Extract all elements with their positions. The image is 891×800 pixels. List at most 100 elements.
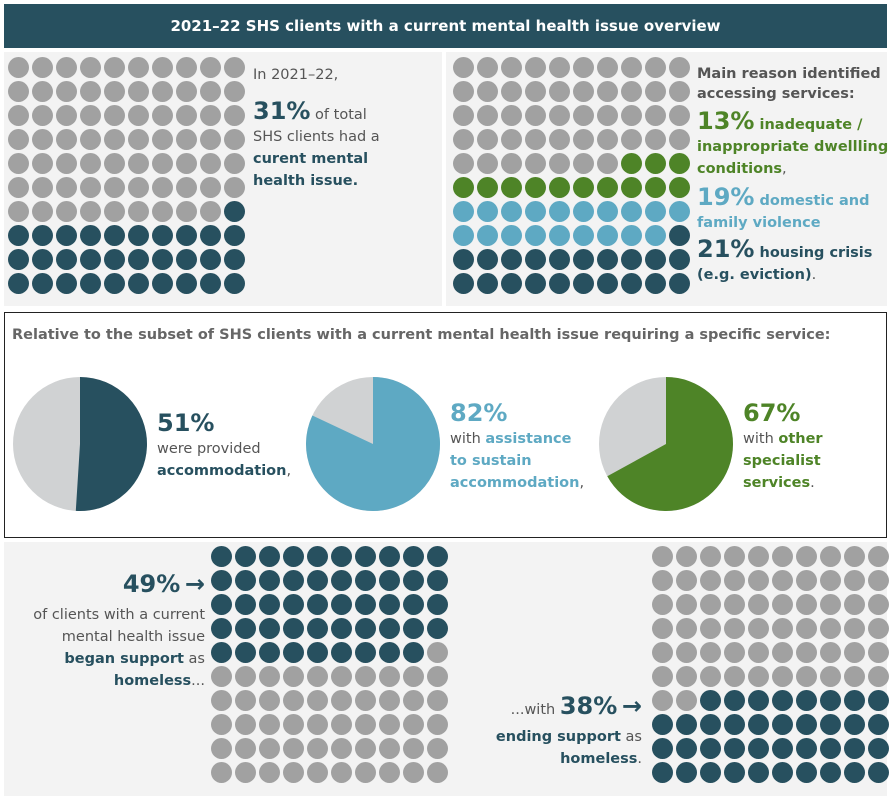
waffle-dot bbox=[652, 762, 673, 783]
waffle-dot bbox=[676, 618, 697, 639]
waffle-dot bbox=[200, 177, 221, 198]
waffle-dot bbox=[820, 714, 841, 735]
waffle-dot bbox=[355, 594, 376, 615]
waffle-dot bbox=[573, 177, 594, 198]
waffle-dot bbox=[525, 201, 546, 222]
waffle-dot bbox=[724, 642, 745, 663]
waffle-dot bbox=[200, 105, 221, 126]
waffle-dot bbox=[573, 153, 594, 174]
waffle-dot bbox=[128, 129, 149, 150]
waffle-dot bbox=[259, 762, 280, 783]
waffle-dot bbox=[56, 81, 77, 102]
waffle-dot bbox=[224, 153, 245, 174]
waffle-dot bbox=[796, 618, 817, 639]
waffle-dot bbox=[676, 570, 697, 591]
waffle-dot bbox=[80, 177, 101, 198]
waffle-dot bbox=[621, 57, 642, 78]
waffle-dot bbox=[621, 177, 642, 198]
reason3-a: housing crisis bbox=[754, 245, 873, 261]
waffle-dot bbox=[355, 618, 376, 639]
pie-svg bbox=[306, 377, 440, 511]
right-pre: ...with bbox=[510, 702, 560, 718]
waffle-dot bbox=[235, 690, 256, 711]
waffle-dot bbox=[652, 690, 673, 711]
waffle-dot bbox=[379, 714, 400, 735]
pie1-l2: accommodation bbox=[157, 463, 287, 479]
waffle-dot bbox=[621, 225, 642, 246]
waffle-dot bbox=[549, 57, 570, 78]
waffle-dot bbox=[796, 690, 817, 711]
waffle-dot bbox=[56, 105, 77, 126]
waffle-dot bbox=[355, 570, 376, 591]
waffle-dot bbox=[403, 714, 424, 735]
reason3-b: (e.g. eviction) bbox=[697, 267, 812, 283]
panel2-heading1: Main reason identified bbox=[697, 66, 881, 82]
waffle-dot bbox=[235, 570, 256, 591]
waffle-dot bbox=[331, 714, 352, 735]
waffle-dot bbox=[128, 273, 149, 294]
waffle-dot bbox=[8, 105, 29, 126]
waffle-dot bbox=[652, 738, 673, 759]
right-l2: as bbox=[620, 729, 642, 745]
waffle-dot bbox=[56, 225, 77, 246]
waffle-dot bbox=[748, 690, 769, 711]
waffle-dot bbox=[152, 81, 173, 102]
waffle-dot bbox=[56, 153, 77, 174]
waffle-dot bbox=[8, 81, 29, 102]
waffle-dot bbox=[549, 249, 570, 270]
waffle-dot bbox=[200, 153, 221, 174]
waffle-dot bbox=[331, 642, 352, 663]
waffle-dot bbox=[645, 153, 666, 174]
waffle-dot bbox=[724, 618, 745, 639]
waffle-dot bbox=[748, 594, 769, 615]
pie3-l1: with bbox=[743, 431, 779, 447]
waffle-dot bbox=[621, 249, 642, 270]
pie-accommodation bbox=[12, 376, 148, 512]
waffle-dot bbox=[669, 225, 690, 246]
waffle-dot bbox=[573, 273, 594, 294]
panel1-pct: 31% bbox=[253, 97, 311, 125]
waffle-dot bbox=[224, 177, 245, 198]
waffle-dot bbox=[453, 273, 474, 294]
waffle-dot bbox=[621, 201, 642, 222]
reason1-end: , bbox=[782, 161, 787, 177]
waffle-dot bbox=[152, 105, 173, 126]
waffle-dot bbox=[152, 57, 173, 78]
waffle-dot bbox=[379, 594, 400, 615]
waffle-dot bbox=[211, 666, 232, 687]
waffle-dot bbox=[32, 273, 53, 294]
right-l3: . bbox=[637, 751, 642, 767]
waffle-dot bbox=[676, 642, 697, 663]
waffle-dot bbox=[676, 546, 697, 567]
waffle-dot bbox=[453, 81, 474, 102]
waffle-dot bbox=[453, 201, 474, 222]
waffle-dot bbox=[549, 129, 570, 150]
waffle-dot bbox=[80, 105, 101, 126]
waffle-dot bbox=[549, 81, 570, 102]
waffle-dot bbox=[379, 666, 400, 687]
waffle-dot bbox=[307, 570, 328, 591]
waffle-dot bbox=[868, 618, 889, 639]
waffle-dot bbox=[477, 201, 498, 222]
waffle-dot bbox=[200, 81, 221, 102]
waffle-dot bbox=[700, 714, 721, 735]
waffle-dot bbox=[597, 273, 618, 294]
waffle-dot bbox=[307, 738, 328, 759]
waffle-dot bbox=[355, 762, 376, 783]
waffle-dot bbox=[403, 738, 424, 759]
waffle-dot bbox=[724, 546, 745, 567]
waffle-dot bbox=[152, 129, 173, 150]
waffle-dot bbox=[621, 273, 642, 294]
waffle-dot bbox=[8, 57, 29, 78]
waffle-dot bbox=[796, 738, 817, 759]
waffle-dot bbox=[772, 546, 793, 567]
waffle-dot bbox=[844, 762, 865, 783]
page-title: 2021–22 SHS clients with a current menta… bbox=[170, 17, 721, 35]
waffle-dot bbox=[307, 594, 328, 615]
waffle-dot bbox=[501, 225, 522, 246]
ending-pct: 38% bbox=[559, 692, 618, 720]
waffle-dot bbox=[652, 642, 673, 663]
waffle-dot bbox=[676, 762, 697, 783]
waffle-dot bbox=[355, 690, 376, 711]
waffle-dot bbox=[427, 546, 448, 567]
